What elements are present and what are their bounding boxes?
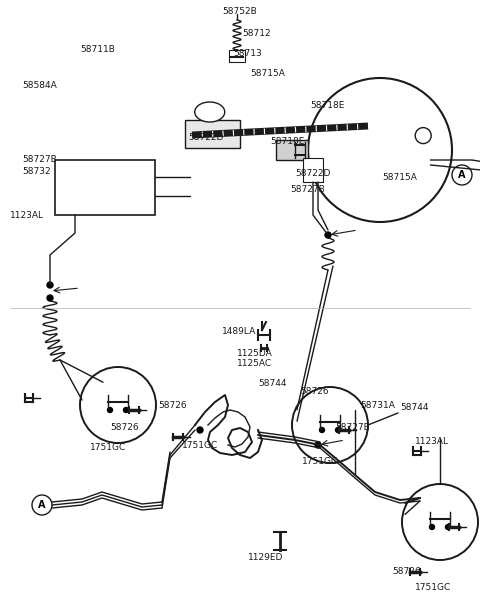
Circle shape [452, 165, 472, 185]
Text: 58715A: 58715A [250, 68, 285, 77]
Text: 58722D: 58722D [188, 134, 223, 143]
Text: A: A [38, 500, 46, 510]
Circle shape [430, 525, 434, 529]
Circle shape [197, 427, 203, 433]
Circle shape [320, 428, 324, 432]
Ellipse shape [195, 102, 225, 122]
Text: 58584A: 58584A [22, 81, 57, 90]
Text: 1751GC: 1751GC [302, 458, 338, 467]
Circle shape [315, 442, 321, 448]
Text: A: A [458, 170, 466, 180]
Text: 58726: 58726 [158, 401, 187, 409]
Bar [276, 140, 308, 160]
Circle shape [47, 295, 53, 301]
Text: 58718E: 58718E [270, 137, 304, 146]
Text: 58726: 58726 [110, 423, 139, 431]
Text: 58731A: 58731A [360, 401, 395, 409]
Circle shape [445, 525, 451, 529]
Circle shape [108, 407, 112, 412]
Text: 1129ED: 1129ED [248, 553, 283, 562]
Bar [185, 120, 240, 148]
Text: 1125AC: 1125AC [237, 359, 272, 368]
Text: 58732: 58732 [22, 168, 50, 176]
Text: 58752B: 58752B [222, 7, 257, 16]
Text: 58722D: 58722D [295, 168, 330, 178]
Text: 58718E: 58718E [310, 101, 344, 110]
Text: 58727B: 58727B [22, 156, 57, 165]
Text: 1751GC: 1751GC [182, 440, 218, 450]
Text: 1751GC: 1751GC [90, 443, 126, 453]
Circle shape [123, 407, 129, 412]
Bar [55, 160, 155, 215]
Text: 1751GC: 1751GC [415, 584, 451, 592]
Text: 58744: 58744 [400, 403, 429, 412]
Text: 58726: 58726 [392, 567, 420, 576]
Text: 58712: 58712 [242, 29, 271, 37]
Bar [229, 50, 245, 62]
Circle shape [32, 495, 52, 515]
Text: 58744: 58744 [258, 378, 287, 387]
Text: 58727B: 58727B [290, 185, 325, 195]
Text: 1123AL: 1123AL [415, 437, 449, 447]
Text: 1489LA: 1489LA [222, 328, 256, 337]
Circle shape [47, 282, 53, 288]
Circle shape [336, 428, 340, 432]
Text: 58726: 58726 [300, 387, 329, 397]
Text: 58711B: 58711B [80, 46, 115, 54]
Text: 1123AL: 1123AL [10, 210, 44, 220]
Bar [303, 158, 323, 182]
Text: 1125DA: 1125DA [237, 348, 273, 357]
Text: 58715A: 58715A [382, 173, 417, 182]
Text: 58713: 58713 [233, 49, 262, 57]
Text: 58727B: 58727B [335, 423, 370, 431]
Circle shape [325, 232, 331, 238]
